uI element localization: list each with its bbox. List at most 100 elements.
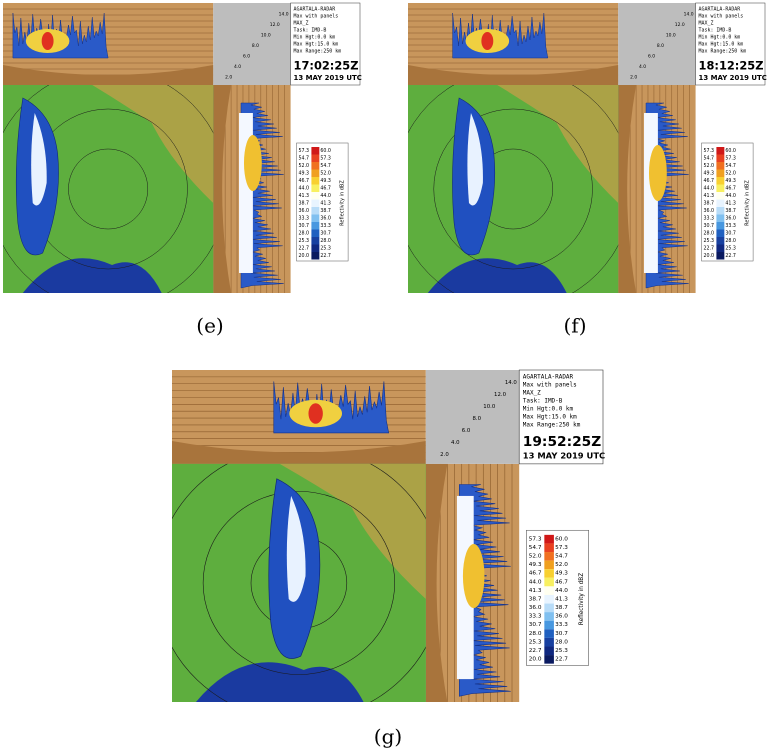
legend-low: 41.3 xyxy=(704,193,715,199)
legend-low: 38.7 xyxy=(299,200,310,206)
time: 17:02:25Z xyxy=(294,58,359,72)
date: 13 MAY 2019 UTC xyxy=(294,74,362,82)
legend-low: 25.3 xyxy=(704,238,715,244)
legend-high: 33.3 xyxy=(320,223,331,229)
legend-low: 52.0 xyxy=(299,163,310,169)
height-label: 6.0 xyxy=(648,53,655,59)
legend-title: Reflectivity in dBZ xyxy=(579,573,585,625)
height-label: 2.0 xyxy=(440,452,449,458)
legend-swatch xyxy=(544,534,554,544)
legend-low: 25.3 xyxy=(299,238,310,244)
legend-title: Reflectivity in dBZ xyxy=(745,180,751,226)
legend-high: 57.3 xyxy=(725,155,736,161)
info-line: AGARTALA-RADAR xyxy=(523,374,574,380)
legend-low: 36.0 xyxy=(704,208,715,214)
legend-low: 52.0 xyxy=(704,163,715,169)
legend-swatch xyxy=(311,192,320,200)
legend-low: 57.3 xyxy=(704,148,715,154)
legend-swatch xyxy=(716,237,725,245)
legend-low: 44.0 xyxy=(529,579,542,585)
panel-label: (f) xyxy=(563,314,586,338)
legend-swatch xyxy=(311,244,320,252)
legend-swatch xyxy=(716,222,725,230)
section-floor xyxy=(3,65,214,85)
legend-swatch xyxy=(544,646,554,656)
range-ring xyxy=(433,108,593,270)
legend-swatch xyxy=(311,147,320,155)
height-label: 10.0 xyxy=(483,404,495,410)
legend: 57.3 60.054.7 57.352.0 54.749.3 52.046.7 49.3… xyxy=(296,142,349,262)
legend-low: 57.3 xyxy=(299,148,310,154)
legend-swatch xyxy=(716,192,725,200)
legend-swatch xyxy=(544,620,554,630)
legend-swatch xyxy=(311,207,320,215)
legend-high: 30.7 xyxy=(725,230,736,236)
legend-low: 38.7 xyxy=(529,597,542,603)
legend-low: 22.7 xyxy=(704,245,715,251)
legend-low: 28.0 xyxy=(299,230,310,236)
legend-swatch xyxy=(544,655,554,664)
legend-high: 49.3 xyxy=(555,571,568,577)
legend-low: 54.7 xyxy=(704,155,715,161)
legend-swatch xyxy=(311,169,320,177)
info-line: Max Hgt:15.0 km xyxy=(294,41,339,47)
legend-low: 30.7 xyxy=(299,223,310,229)
legend-high: 30.7 xyxy=(320,230,331,236)
info-line: MAX_Z xyxy=(699,20,714,26)
section-floor xyxy=(408,65,619,85)
legend-low: 54.7 xyxy=(529,545,542,551)
legend-high: 52.0 xyxy=(320,170,331,176)
legend-high: 25.3 xyxy=(725,245,736,251)
section-floor xyxy=(425,463,448,702)
height-label: 14.0 xyxy=(684,11,694,17)
legend-high: 60.0 xyxy=(320,148,331,154)
time: 18:12:25Z xyxy=(699,58,764,72)
legend-swatch xyxy=(716,229,725,237)
date: 13 MAY 2019 UTC xyxy=(699,74,767,82)
info-line: Max with panels xyxy=(699,13,744,19)
height-label: 8.0 xyxy=(252,43,259,49)
map xyxy=(172,463,426,703)
legend: 57.3 60.054.7 57.352.0 54.749.3 52.046.7 49.3… xyxy=(701,142,754,262)
legend-low: 30.7 xyxy=(529,622,542,628)
info-line: Max Range:250 km xyxy=(294,48,342,54)
legend-high: 49.3 xyxy=(725,178,736,184)
height-label: 6.0 xyxy=(462,428,471,434)
legend-swatch xyxy=(716,244,725,252)
legend-high: 60.0 xyxy=(555,536,568,542)
height-label: 14.0 xyxy=(505,380,517,386)
section-floor xyxy=(213,85,232,293)
legend-low: 30.7 xyxy=(704,223,715,229)
info-line: Task: IMD-B xyxy=(523,398,563,404)
legend-swatch xyxy=(716,199,725,207)
legend-low: 33.3 xyxy=(704,215,715,221)
legend-swatch xyxy=(544,594,554,604)
legend-low: 49.3 xyxy=(529,562,542,568)
legend-swatch xyxy=(716,147,725,155)
legend-high: 38.7 xyxy=(555,605,568,611)
legend-swatch xyxy=(544,637,554,647)
legend-low: 25.3 xyxy=(529,639,542,645)
legend-low: 46.7 xyxy=(529,571,542,577)
top-echo-peak xyxy=(481,32,494,50)
legend-high: 46.7 xyxy=(725,185,736,191)
legend-low: 36.0 xyxy=(299,208,310,214)
legend-high: 52.0 xyxy=(725,170,736,176)
legend-low: 41.3 xyxy=(529,588,542,594)
legend-swatch xyxy=(716,162,725,170)
info-line: Max with panels xyxy=(523,382,577,388)
info-line: AGARTALA-RADAR xyxy=(699,6,741,12)
height-label: 8.0 xyxy=(657,43,664,49)
legend-swatch xyxy=(544,612,554,621)
legend-high: 52.0 xyxy=(555,562,568,568)
height-label: 4.0 xyxy=(451,440,460,446)
legend-swatch xyxy=(311,222,320,230)
legend-low: 57.3 xyxy=(529,536,542,542)
height-box xyxy=(425,370,520,464)
legend-low: 41.3 xyxy=(299,193,310,199)
info-line: MAX_Z xyxy=(523,390,541,396)
legend-high: 54.7 xyxy=(725,163,736,169)
legend-high: 54.7 xyxy=(555,554,568,560)
legend-low: 44.0 xyxy=(299,185,310,191)
legend-high: 33.3 xyxy=(555,622,568,628)
